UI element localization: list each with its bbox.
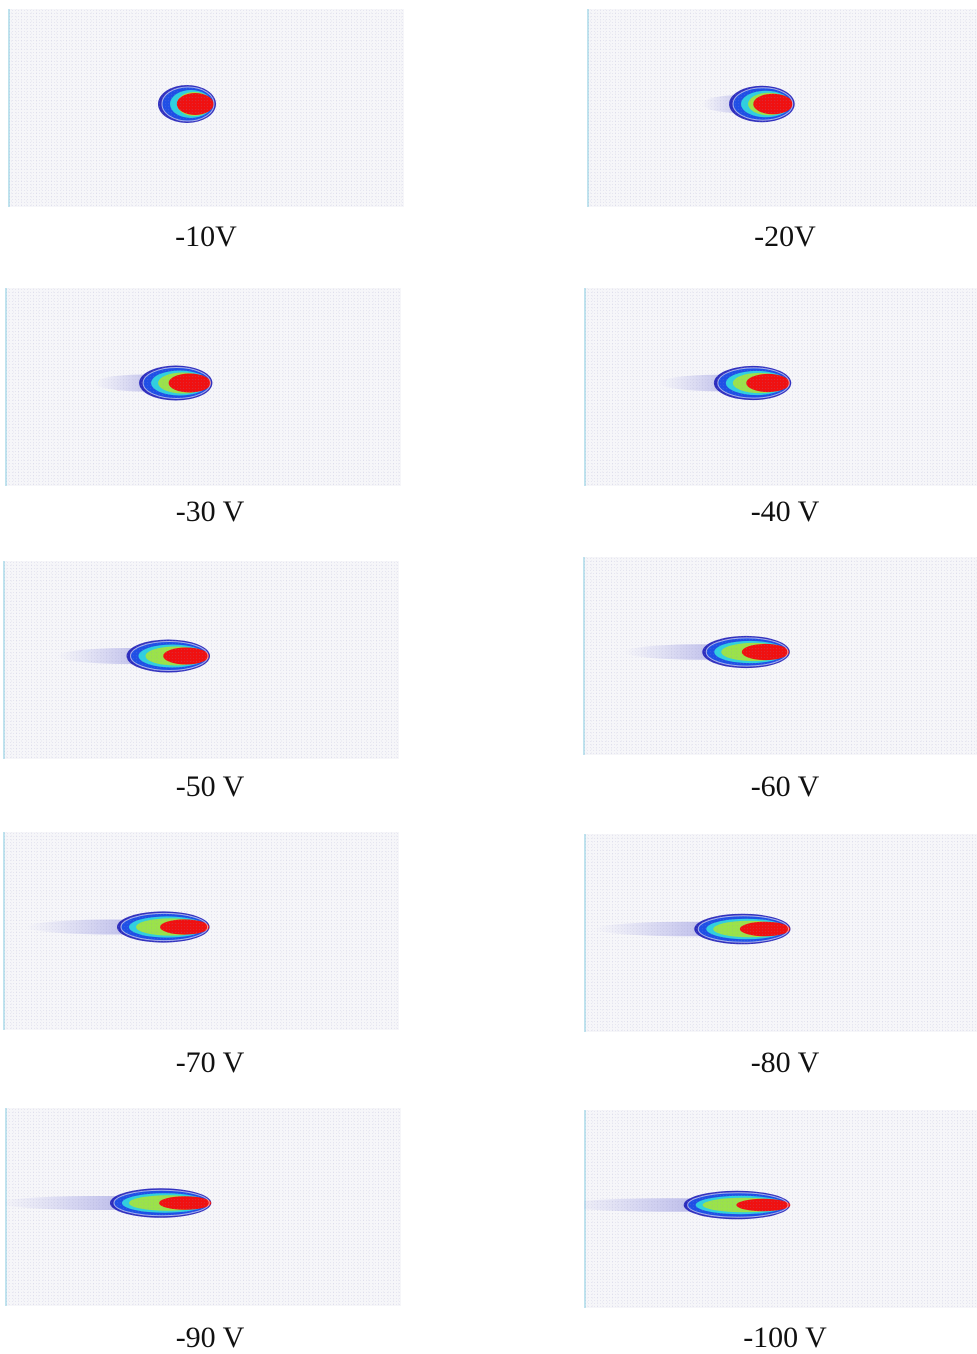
beam-spot (5, 1188, 212, 1218)
beam-label-6: -60 V (750, 770, 820, 803)
beam-image-5 (3, 561, 399, 759)
beam-image-8 (584, 834, 977, 1032)
beam-core (739, 921, 791, 937)
beam-rim (732, 87, 794, 121)
beam-label-3: -30 V (175, 495, 245, 528)
beam-image-10 (584, 1110, 977, 1308)
beam-spot (594, 913, 791, 945)
beam-spot (584, 1190, 791, 1220)
beam-core (746, 373, 790, 393)
beam-core (163, 647, 209, 665)
beam-core (176, 93, 214, 115)
beam-core (753, 93, 793, 115)
beam-rim (120, 912, 209, 942)
beam-spot (623, 635, 790, 669)
beam-image-9 (5, 1108, 401, 1306)
beam-spot (57, 639, 210, 673)
beam-label-1: -10V (175, 220, 237, 253)
beam-label-5: -50 V (175, 770, 245, 803)
beam-label-4: -40 V (750, 495, 820, 528)
beam-image-7 (3, 832, 399, 1030)
beam-rim (130, 641, 209, 671)
beam-spot (93, 365, 213, 401)
beam-label-10: -100 V (743, 1321, 827, 1354)
beam-core (159, 1196, 212, 1210)
beam-image-1 (8, 9, 404, 207)
beam-label-9: -90 V (175, 1321, 245, 1354)
beam-rim (142, 367, 211, 399)
beam-core (160, 919, 210, 935)
beam-spot (701, 85, 795, 123)
beam-rim (705, 637, 789, 667)
beam-image-3 (5, 288, 401, 486)
beam-spot (26, 911, 210, 943)
beam-label-2: -20V (754, 220, 816, 253)
beam-rim (161, 86, 215, 122)
beam-spot (659, 365, 792, 401)
beam-image-2 (587, 9, 977, 207)
beam-core (736, 1198, 791, 1212)
beam-rim (697, 915, 789, 943)
beam-image-4 (584, 288, 977, 486)
beam-core (741, 643, 790, 661)
beam-rim (113, 1189, 210, 1217)
beam-rim (717, 367, 790, 399)
beam-spot (158, 85, 216, 123)
beam-core (168, 373, 211, 393)
beam-label-8: -80 V (750, 1046, 820, 1079)
beam-label-7: -70 V (175, 1046, 245, 1079)
beam-image-6 (583, 557, 977, 755)
beam-rim (687, 1192, 789, 1218)
